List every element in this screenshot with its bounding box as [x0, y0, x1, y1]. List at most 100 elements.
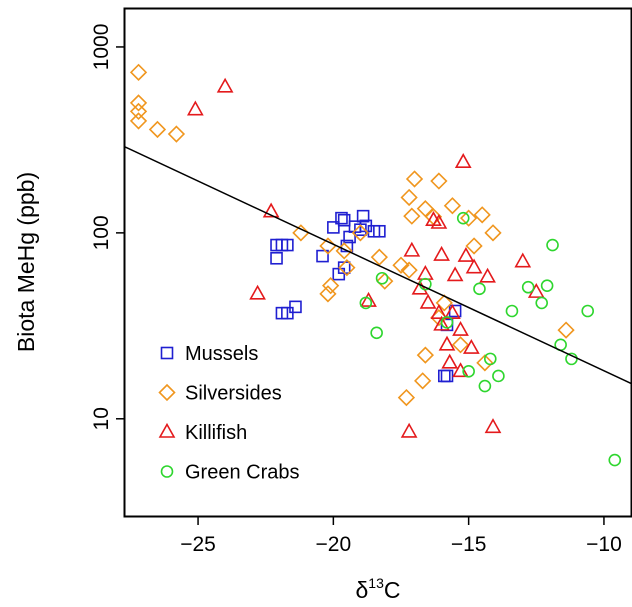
silversides-point: [129, 102, 148, 121]
killifish-point: [249, 284, 266, 300]
green-crabs-point: [483, 352, 497, 366]
green-crabs-point: [581, 304, 595, 318]
green-crabs-point: [359, 296, 373, 310]
mussels-point: [335, 211, 348, 225]
killifish-point: [441, 353, 459, 369]
killifish-point: [262, 202, 280, 218]
green-crabs-point: [375, 271, 389, 285]
silversides-point: [376, 272, 394, 290]
silversides-point: [465, 237, 483, 255]
green-crabs-point: [521, 280, 535, 294]
silversides-point: [322, 277, 340, 295]
killifish-point: [216, 77, 234, 93]
legend-green-crabs-marker: [160, 465, 174, 478]
data-marks: [129, 63, 622, 467]
silversides-point: [473, 206, 491, 224]
killifish-point: [454, 153, 472, 168]
silversides-point: [319, 285, 337, 303]
mussels-point: [440, 369, 454, 383]
silversides-point: [335, 242, 353, 260]
silversides-point: [403, 207, 421, 225]
legend-green-crabs-label: Green Crabs: [185, 462, 300, 484]
y-tick-label: 100: [90, 215, 113, 250]
legend-killifish-marker: [158, 422, 176, 438]
silversides-point: [129, 63, 148, 81]
x-tick-label: −10: [586, 533, 622, 556]
killifish-point: [416, 264, 434, 280]
y-tick-label: 1000: [90, 24, 113, 71]
killifish-point: [514, 252, 532, 268]
regression-line: [124, 146, 632, 385]
y-axis-title: Biota MeHg (ppb): [13, 172, 39, 352]
y-axis: 10 100 1000: [90, 24, 125, 430]
silversides-point: [460, 209, 478, 227]
green-crabs-point: [462, 365, 475, 378]
silversides-point: [405, 170, 424, 188]
legend-silversides-marker: [158, 383, 176, 402]
x-axis: −25 −20 −15 −10: [180, 516, 622, 556]
legend-killifish-label: Killifish: [185, 422, 247, 444]
silversides-point: [414, 372, 432, 390]
green-crabs-point: [473, 282, 486, 296]
silversides-point: [292, 224, 310, 242]
x-tick-label: −25: [180, 533, 216, 556]
killifish-point: [462, 338, 480, 354]
green-crabs-point: [608, 453, 622, 467]
green-crabs-point: [440, 316, 454, 329]
silversides-point: [370, 248, 388, 266]
mussels-point: [316, 249, 329, 263]
silversides-point: [435, 294, 453, 312]
legend-silversides-label: Silversides: [185, 383, 282, 405]
green-crabs-point: [540, 279, 554, 292]
green-crabs-point: [492, 369, 505, 383]
killifish-point: [403, 241, 421, 257]
killifish-point: [430, 213, 448, 229]
green-crabs-point: [546, 238, 559, 252]
killifish-point: [465, 258, 483, 274]
killifish-point: [457, 246, 475, 262]
silversides-point: [392, 256, 410, 274]
silversides-point: [148, 120, 167, 139]
killifish-point: [400, 422, 418, 438]
x-axis-title-superscript: 13: [368, 575, 384, 591]
silversides-point: [443, 197, 462, 215]
silversides-point: [351, 224, 370, 242]
x-tick-label: −20: [316, 533, 352, 556]
mussels-point: [281, 238, 294, 252]
silversides-point: [451, 336, 470, 354]
green-crabs-point: [370, 326, 383, 340]
y-tick-label: 10: [90, 407, 113, 430]
green-crabs-point: [456, 211, 470, 225]
silversides-point: [416, 200, 434, 218]
mussels-point: [289, 300, 302, 314]
killifish-point: [484, 418, 502, 434]
silversides-point: [400, 261, 418, 279]
silversides-point: [400, 188, 418, 207]
killifish-point: [411, 279, 429, 295]
legend-mussels-marker: [160, 346, 174, 360]
silversides-point: [476, 354, 494, 372]
killifish-point: [452, 320, 469, 336]
mussels-point: [437, 369, 451, 383]
legend: Mussels Silversides Killifish Green Crabs: [158, 343, 300, 484]
silversides-point: [416, 346, 434, 364]
mussels-point: [270, 251, 283, 265]
silversides-point: [397, 388, 416, 407]
killifish-point: [430, 304, 448, 319]
silversides-point: [167, 125, 186, 143]
legend-mussels-label: Mussels: [185, 343, 258, 365]
killifish-point: [433, 245, 450, 261]
killifish-point: [438, 335, 456, 351]
silversides-point: [484, 224, 502, 242]
mussels-point: [327, 221, 340, 234]
x-axis-title: δ13C: [355, 575, 400, 603]
silversides-point: [129, 94, 148, 112]
mussels-point: [373, 224, 386, 238]
green-crabs-point: [535, 296, 549, 310]
green-crabs-point: [505, 304, 519, 318]
silversides-point: [430, 172, 448, 190]
mussels-point: [337, 213, 351, 227]
killifish-point: [479, 267, 496, 283]
silversides-point: [557, 321, 575, 339]
